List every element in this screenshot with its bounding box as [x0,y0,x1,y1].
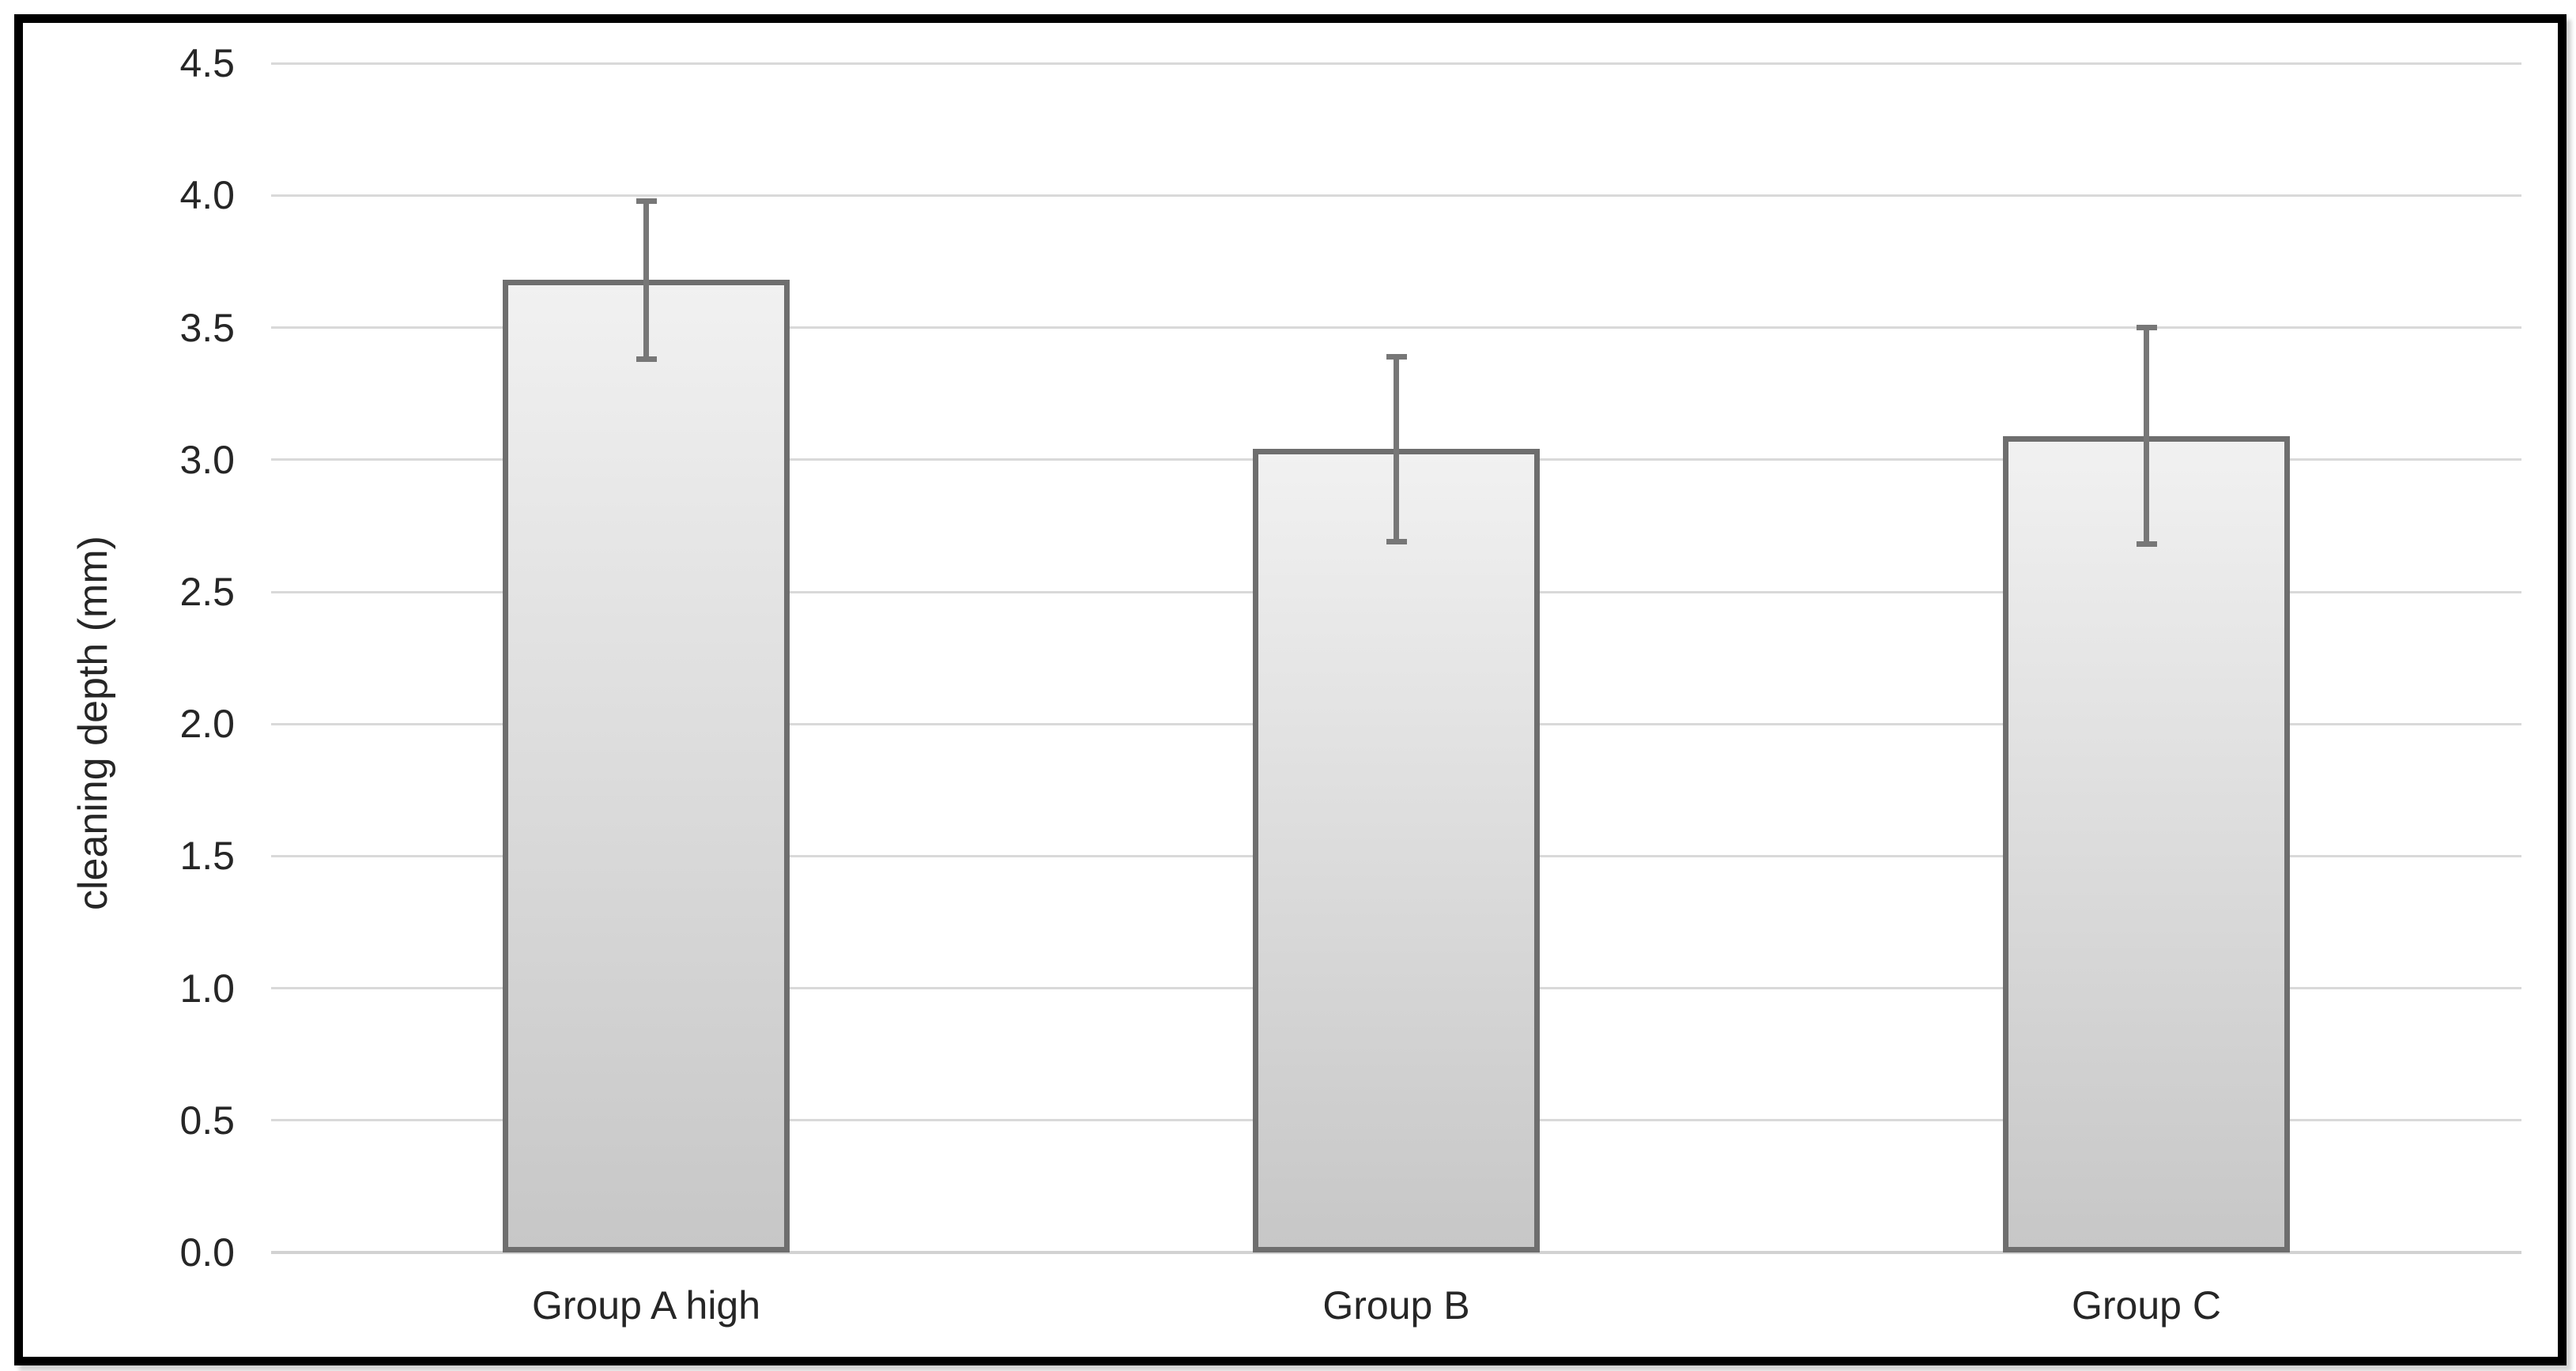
gridline-3.5 [271,326,2521,330]
y-tick-label-4.0: 4.0 [179,173,235,218]
y-tick-label-1.0: 1.0 [179,966,235,1011]
error-bar-line-group-c [2144,327,2149,544]
bar-group-b [1253,449,1540,1252]
y-tick-label-2.0: 2.0 [179,702,235,747]
gridline-4.0 [271,194,2521,197]
y-tick-label-2.5: 2.5 [179,570,235,614]
error-bar-line-group-a-high [643,201,649,360]
error-bar-top-cap-group-c [2136,325,2157,331]
gridline-4.5 [271,62,2521,65]
x-category-label-group-b: Group B [1322,1283,1470,1328]
x-axis-line [271,1251,2521,1254]
x-category-label-group-a-high: Group A high [531,1283,761,1328]
y-tick-label-3.0: 3.0 [179,437,235,482]
y-tick-label-0.5: 0.5 [179,1098,235,1143]
error-bar-top-cap-group-b [1386,353,1407,360]
x-category-label-group-c: Group C [2072,1283,2221,1328]
y-tick-label-0.0: 0.0 [179,1230,235,1275]
chart-frame [14,14,2567,1365]
error-bar-bottom-cap-group-b [1386,538,1407,544]
error-bar-top-cap-group-a-high [636,198,657,204]
y-tick-label-3.5: 3.5 [179,305,235,350]
y-tick-label-1.5: 1.5 [179,834,235,879]
error-bar-bottom-cap-group-c [2136,541,2157,548]
bar-group-c [2003,435,2290,1252]
error-bar-bottom-cap-group-a-high [636,356,657,363]
y-tick-label-4.5: 4.5 [179,41,235,86]
error-bar-line-group-b [1394,356,1399,542]
